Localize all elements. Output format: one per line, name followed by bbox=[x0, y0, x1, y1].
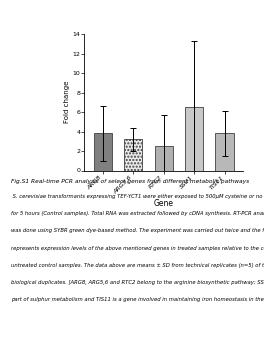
Text: Fig.S1 Real-time PCR analysis of select genes from different metabolic pathways: Fig.S1 Real-time PCR analysis of select … bbox=[11, 179, 249, 184]
Text: part of sulphur metabolism and TIS11 is a gene involved in maintaining iron home: part of sulphur metabolism and TIS11 is … bbox=[11, 297, 264, 302]
Text: represents expression levels of the above mentioned genes in treated samples rel: represents expression levels of the abov… bbox=[11, 246, 264, 251]
Text: S. cerevisiae transformants expressing TEF-YCT1 were either exposed to 500μM cys: S. cerevisiae transformants expressing T… bbox=[11, 194, 264, 199]
Bar bbox=[185, 107, 203, 170]
Y-axis label: Fold change: Fold change bbox=[64, 81, 70, 123]
Text: for 5 hours (Control samples). Total RNA was extracted followed by cDNA synthesi: for 5 hours (Control samples). Total RNA… bbox=[11, 211, 264, 217]
Bar bbox=[124, 139, 142, 170]
Text: biological duplicates. [ARG8, ARG5,6 and RTC2 belong to the arginine biosyntheti: biological duplicates. [ARG8, ARG5,6 and… bbox=[11, 280, 264, 285]
X-axis label: Gene: Gene bbox=[154, 199, 174, 208]
Bar bbox=[215, 133, 234, 170]
Bar bbox=[94, 133, 112, 170]
Text: was done using SYBR green dye-based method. The experiment was carried out twice: was done using SYBR green dye-based meth… bbox=[11, 228, 264, 234]
Text: untreated control samples. The data above are means ± SD from technical replicat: untreated control samples. The data abov… bbox=[11, 263, 264, 268]
Bar bbox=[154, 146, 173, 170]
